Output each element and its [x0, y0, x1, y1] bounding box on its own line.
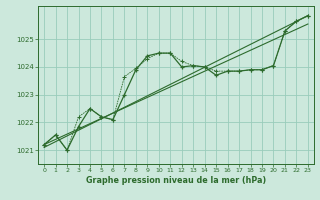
X-axis label: Graphe pression niveau de la mer (hPa): Graphe pression niveau de la mer (hPa) — [86, 176, 266, 185]
